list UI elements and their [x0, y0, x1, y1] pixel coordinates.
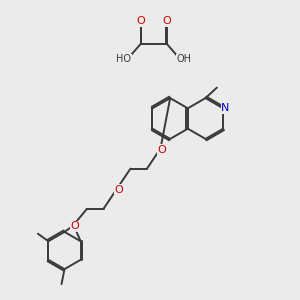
Text: OH: OH — [176, 54, 191, 64]
Text: O: O — [70, 221, 80, 231]
Text: HO: HO — [116, 54, 131, 64]
Text: O: O — [136, 16, 146, 26]
Text: O: O — [158, 145, 166, 155]
Text: O: O — [114, 185, 123, 195]
Text: N: N — [221, 103, 230, 113]
Text: O: O — [162, 16, 171, 26]
